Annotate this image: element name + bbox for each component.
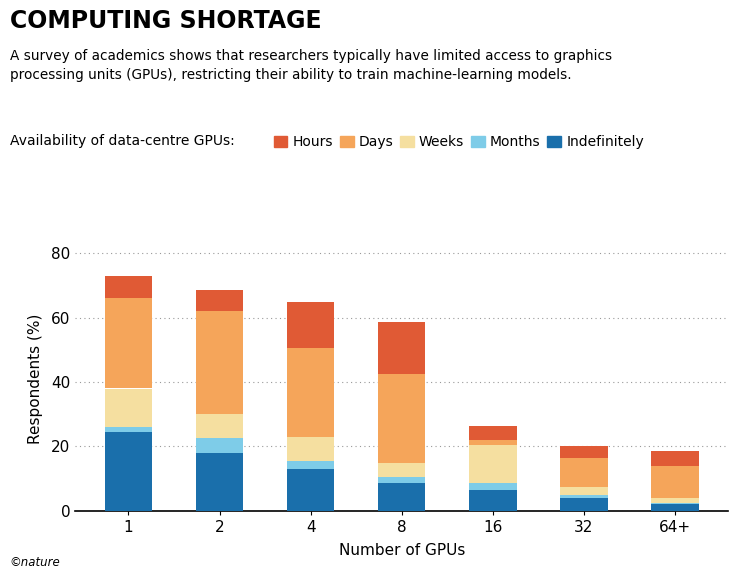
Bar (651, 498, 698, 503)
Bar (287, 437, 334, 461)
Bar (196, 290, 243, 311)
Legend: Hours, Days, Weeks, Months, Indefinitely: Hours, Days, Weeks, Months, Indefinitely (273, 135, 644, 149)
Bar (105, 432, 152, 511)
Bar (560, 447, 608, 457)
Text: ©nature: ©nature (10, 556, 61, 569)
Bar (469, 425, 517, 440)
Bar (378, 483, 426, 511)
Y-axis label: Respondents (%): Respondents (%) (28, 313, 43, 444)
Bar (287, 348, 334, 437)
Bar (287, 301, 334, 348)
Bar (196, 311, 243, 414)
Bar (560, 495, 608, 498)
Bar (378, 374, 426, 463)
Bar (469, 483, 517, 490)
Text: COMPUTING SHORTAGE: COMPUTING SHORTAGE (10, 9, 321, 33)
Bar (196, 439, 243, 453)
Bar (105, 427, 152, 432)
Bar (105, 276, 152, 298)
X-axis label: Number of GPUs: Number of GPUs (339, 543, 465, 559)
Bar (651, 451, 698, 466)
Bar (105, 298, 152, 389)
Bar (287, 469, 334, 511)
Bar (651, 503, 698, 505)
Bar (378, 477, 426, 483)
Bar (560, 457, 608, 487)
Bar (651, 466, 698, 498)
Bar (560, 498, 608, 511)
Bar (560, 487, 608, 495)
Bar (287, 461, 334, 469)
Bar (378, 463, 426, 477)
Bar (378, 323, 426, 374)
Bar (469, 490, 517, 511)
Bar (105, 389, 152, 427)
Bar (651, 505, 698, 511)
Bar (196, 414, 243, 439)
Bar (469, 440, 517, 445)
Bar (196, 453, 243, 511)
Text: Availability of data-centre GPUs:: Availability of data-centre GPUs: (10, 134, 234, 148)
Text: A survey of academics shows that researchers typically have limited access to gr: A survey of academics shows that researc… (10, 49, 612, 82)
Bar (469, 445, 517, 483)
